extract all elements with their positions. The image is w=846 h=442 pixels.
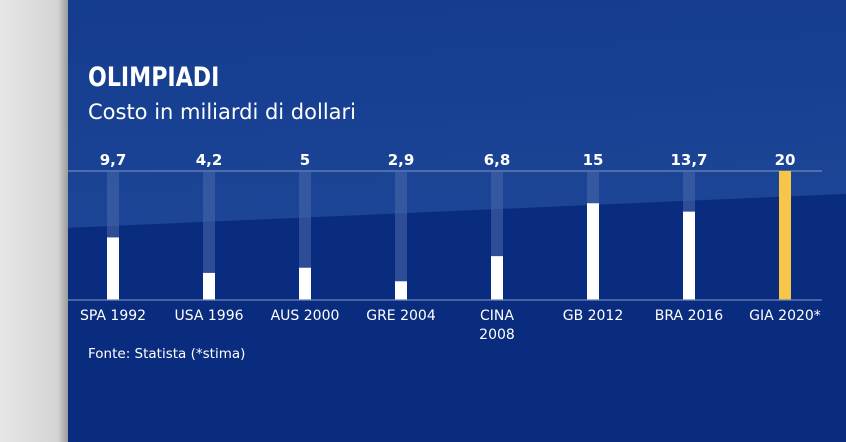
value-label: 5	[300, 151, 310, 169]
value-label: 2,9	[388, 151, 415, 169]
value-label: 13,7	[670, 151, 707, 169]
left-side-panel	[0, 0, 68, 442]
value-label: 15	[583, 151, 604, 169]
bar	[299, 267, 311, 300]
value-label: 20	[775, 151, 796, 169]
category-label: USA 1996	[174, 308, 243, 324]
bar	[107, 237, 119, 300]
value-label: 6,8	[484, 151, 511, 169]
category-label: 2008	[479, 327, 515, 343]
category-label: BRA 2016	[655, 308, 724, 324]
bar	[491, 256, 503, 300]
category-label: GIA 2020*	[749, 308, 821, 324]
category-label: AUS 2000	[271, 308, 340, 324]
chart-title: OLIMPIADI	[88, 62, 220, 93]
category-label: GB 2012	[563, 308, 624, 324]
bar-track	[203, 171, 215, 300]
bar	[683, 211, 695, 300]
bar	[587, 203, 599, 300]
chart-background	[68, 0, 846, 442]
bar	[395, 281, 407, 300]
chart-subtitle: Costo in miliardi di dollari	[88, 100, 356, 124]
category-label: SPA 1992	[80, 308, 146, 324]
value-label: 4,2	[196, 151, 223, 169]
chart-source: Fonte: Statista (*stima)	[88, 346, 246, 362]
value-label: 9,7	[100, 151, 127, 169]
bar	[779, 171, 791, 300]
category-label: CINA	[480, 308, 514, 324]
category-label: GRE 2004	[366, 308, 436, 324]
bar	[203, 272, 215, 300]
bar-track	[395, 171, 407, 300]
